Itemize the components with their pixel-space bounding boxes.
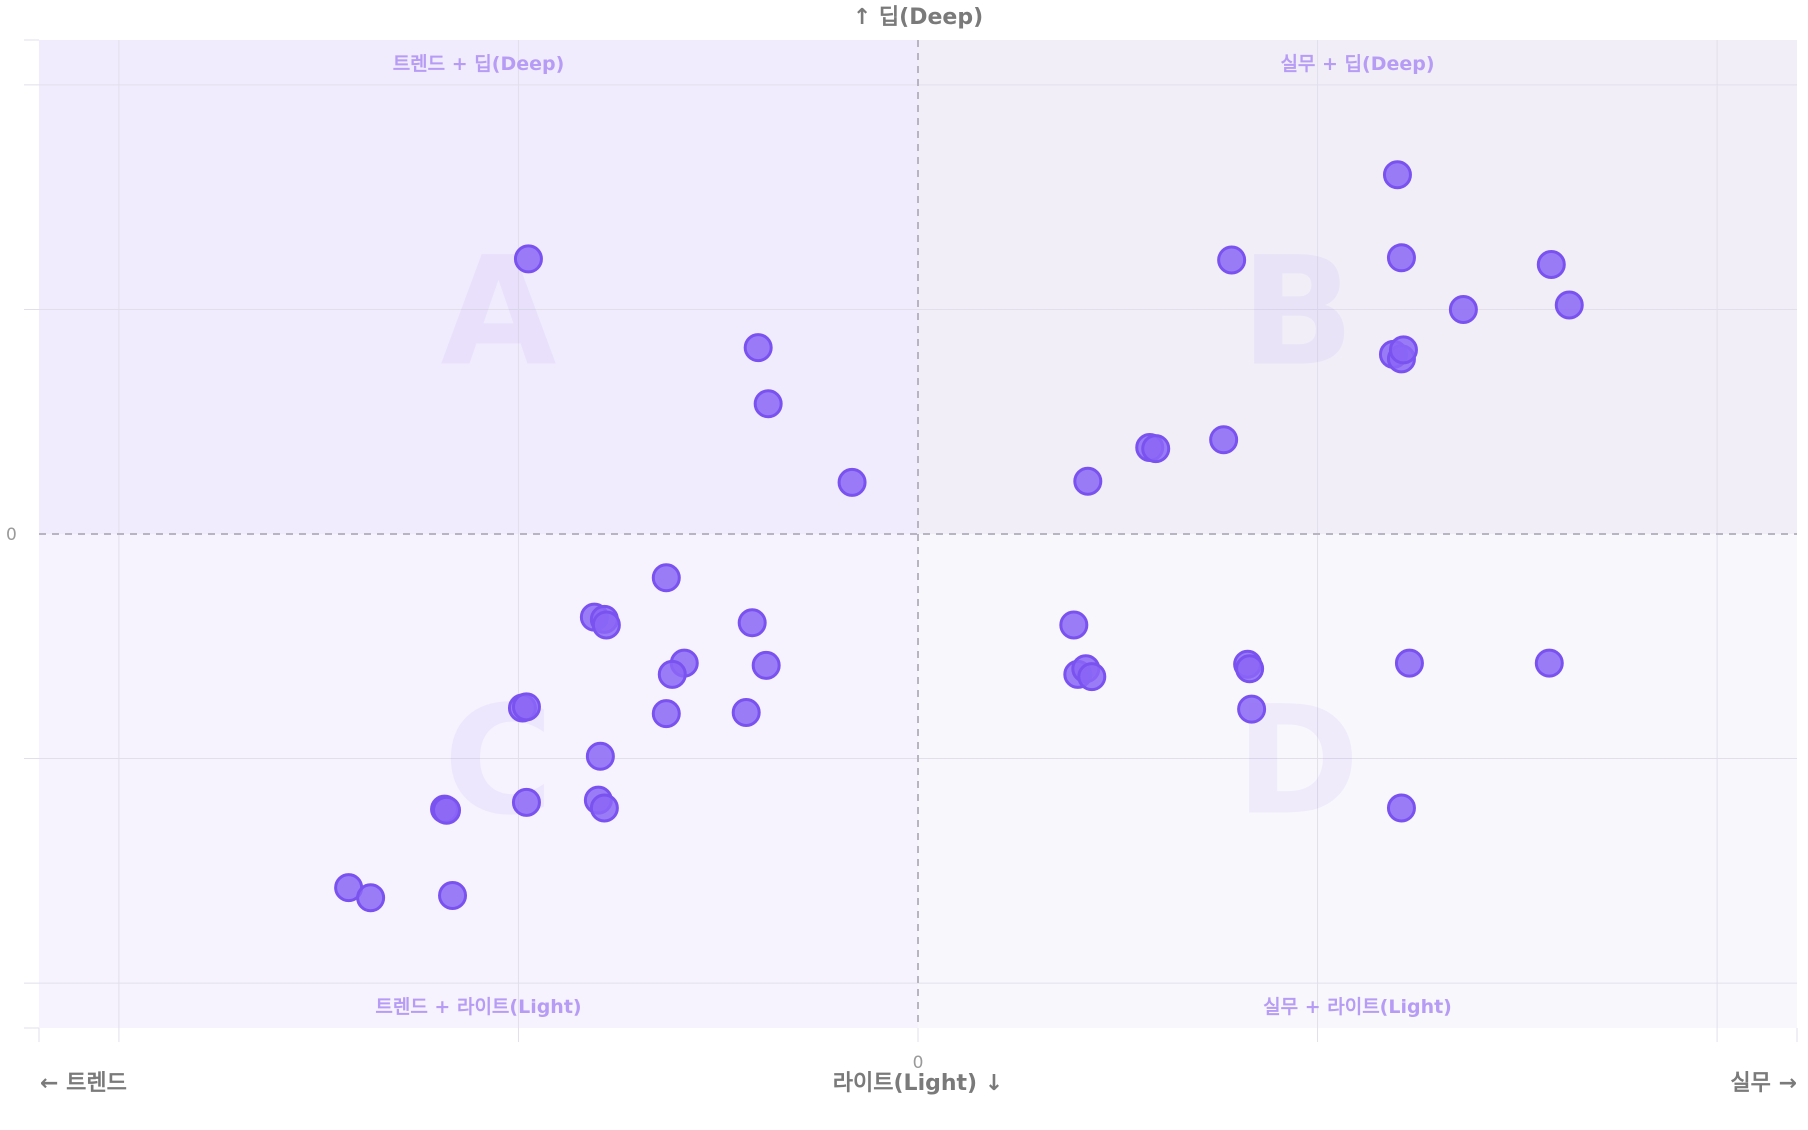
- x-axis-left-label: ← 트렌드: [40, 1071, 127, 1096]
- data-point: [651, 563, 681, 593]
- data-point: [1388, 335, 1418, 365]
- y-zero-tick-label: 0: [6, 525, 17, 545]
- quadrant-labels: 트렌드 + 딥(Deep) 실무 + 딥(Deep) 트렌드 + 라이트(Light…: [375, 53, 1451, 1018]
- x-axis-center-label: 라이트(Light) ↓: [833, 1071, 1003, 1096]
- data-point: [585, 741, 615, 771]
- zero-axes: [39, 40, 1797, 1028]
- data-point: [511, 692, 541, 722]
- data-point: [1554, 290, 1584, 320]
- data-point: [731, 698, 761, 728]
- data-point: [1141, 434, 1171, 464]
- y-axis-top-label: ↑ 딥(Deep): [853, 5, 983, 30]
- x-axis-right-label: 실무 →: [1730, 1071, 1797, 1096]
- data-point: [513, 244, 543, 274]
- quadrant-label-bottom-right: 실무 + 라이트(Light): [1263, 996, 1452, 1018]
- data-point: [1394, 648, 1424, 678]
- data-point: [753, 389, 783, 419]
- data-point: [1077, 662, 1107, 692]
- data-point: [1059, 610, 1089, 640]
- axis-labels: ↑ 딥(Deep) 0 0 ← 트렌드 라이트(Light) ↓ 실무 →: [6, 5, 1797, 1096]
- data-point: [1073, 466, 1103, 496]
- data-point: [1382, 160, 1412, 190]
- data-point: [737, 608, 767, 638]
- data-point: [743, 333, 773, 363]
- data-point: [1448, 294, 1478, 324]
- quadrant-label-bottom-left: 트렌드 + 라이트(Light): [375, 996, 581, 1018]
- quadrant-backgrounds: [39, 40, 1797, 1028]
- data-point: [589, 793, 619, 823]
- data-point: [432, 795, 462, 825]
- data-point: [1386, 243, 1416, 273]
- data-point: [1235, 654, 1265, 684]
- data-point: [438, 881, 468, 911]
- quadrant-top-right-bg: [918, 40, 1797, 534]
- quadrant-letters: A BC D: [440, 225, 1359, 848]
- data-point: [1534, 648, 1564, 678]
- data-point: [511, 787, 541, 817]
- data-point: [751, 650, 781, 680]
- x-zero-tick-label: 0: [913, 1053, 924, 1073]
- data-point: [591, 610, 621, 640]
- data-point: [651, 699, 681, 729]
- data-point: [1237, 694, 1267, 724]
- quadrant-label-top-right: 실무 + 딥(Deep): [1280, 53, 1434, 75]
- data-point: [1209, 425, 1239, 455]
- quadrant-label-top-left: 트렌드 + 딥(Deep): [393, 53, 565, 75]
- data-point: [1536, 250, 1566, 280]
- data-point: [837, 467, 867, 497]
- quadrant-top-left-bg: [39, 40, 918, 534]
- quadrant-bottom-left-bg: [39, 534, 918, 1028]
- data-point: [356, 883, 386, 913]
- data-point: [1386, 793, 1416, 823]
- data-point: [1217, 245, 1247, 275]
- quadrant-letter: B: [1240, 225, 1354, 399]
- data-points: [334, 160, 1584, 913]
- data-point: [657, 659, 687, 689]
